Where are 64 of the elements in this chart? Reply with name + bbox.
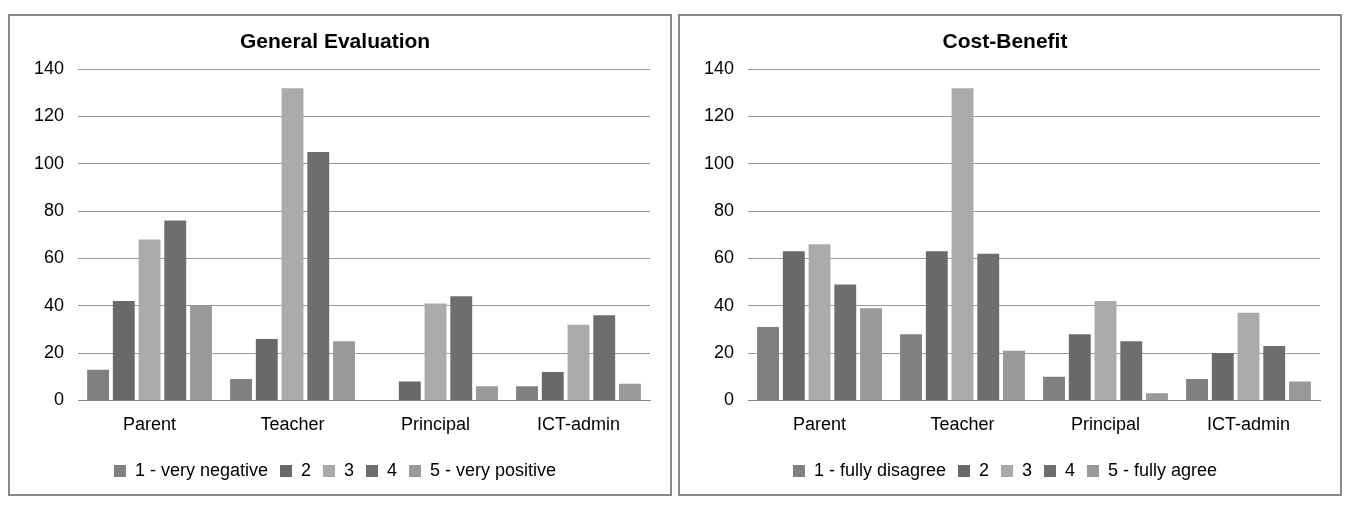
- legend-label: 5 - very positive: [430, 459, 557, 480]
- y-tick-label: 140: [33, 58, 65, 79]
- bar: [541, 372, 564, 400]
- x-tick-label: Teacher: [260, 414, 325, 435]
- chart-title: General Evaluation: [239, 29, 431, 53]
- bar: [424, 303, 447, 400]
- bar: [112, 301, 135, 400]
- y-tick-label: 140: [703, 58, 735, 79]
- bar: [619, 383, 641, 400]
- bar: [281, 88, 304, 400]
- bar: [567, 324, 590, 400]
- bar: [138, 239, 161, 400]
- bar: [398, 381, 421, 400]
- bar: [1068, 334, 1091, 400]
- y-tick-label: 0: [54, 389, 65, 410]
- x-tick-label: Parent: [123, 414, 177, 435]
- x-tick-label: Parent: [793, 414, 847, 435]
- legend-label: 3: [344, 459, 355, 480]
- bar: [307, 152, 330, 400]
- legend-label: 5 - fully agree: [1108, 459, 1218, 480]
- bar: [593, 315, 616, 400]
- legend-label: 1 - very negative: [134, 459, 269, 480]
- bar: [1237, 312, 1260, 400]
- y-tick-label: 60: [714, 247, 735, 268]
- y-tick-label: 120: [33, 105, 65, 126]
- x-tick-label: Principal: [401, 414, 471, 435]
- bar: [450, 296, 473, 400]
- bar: [782, 251, 805, 400]
- legend-label: 2: [978, 459, 989, 480]
- legend-label: 4: [387, 459, 398, 480]
- y-tick-label: 60: [44, 247, 65, 268]
- y-tick-label: 100: [33, 152, 65, 173]
- y-tick-label: 40: [44, 294, 65, 315]
- chart-title: Cost-Benefit: [942, 29, 1068, 53]
- y-tick-label: 20: [44, 342, 65, 363]
- x-tick-label: Teacher: [930, 414, 995, 435]
- legend-label: 4: [1065, 459, 1076, 480]
- bar: [977, 253, 1000, 400]
- bar: [476, 386, 498, 400]
- legend-label: 2: [301, 459, 312, 480]
- bar: [808, 244, 831, 400]
- bar: [1211, 353, 1234, 400]
- bar: [1146, 393, 1168, 400]
- legend-label: 1 - fully disagree: [813, 459, 946, 480]
- bar: [925, 251, 948, 400]
- bar: [164, 220, 187, 400]
- y-tick-label: 100: [703, 152, 735, 173]
- bar: [951, 88, 974, 400]
- y-tick-label: 20: [714, 342, 735, 363]
- bar: [1094, 301, 1117, 400]
- bar: [255, 338, 278, 400]
- bar: [1263, 345, 1286, 400]
- y-tick-label: 80: [44, 200, 65, 221]
- x-tick-label: ICT-admin: [536, 414, 621, 435]
- bar: [834, 284, 857, 400]
- bar: [1120, 341, 1143, 400]
- x-tick-label: ICT-admin: [1206, 414, 1291, 435]
- legend-label: 3: [1022, 459, 1033, 480]
- y-tick-label: 120: [703, 105, 735, 126]
- bar: [1289, 381, 1311, 400]
- y-tick-label: 0: [724, 389, 735, 410]
- y-tick-label: 80: [714, 200, 735, 221]
- y-tick-label: 40: [714, 294, 735, 315]
- x-tick-label: Principal: [1071, 414, 1141, 435]
